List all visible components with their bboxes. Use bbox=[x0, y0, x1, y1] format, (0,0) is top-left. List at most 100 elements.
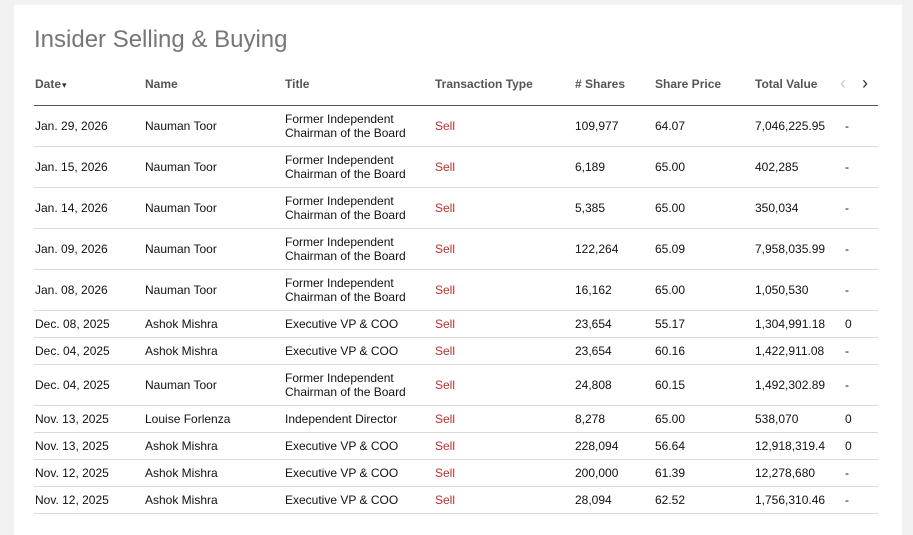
cell-total-value: 12,918,319.4 bbox=[755, 439, 826, 453]
cell-date: Jan. 14, 2026 bbox=[35, 201, 108, 215]
table-row: Jan. 09, 2026 Nauman Toor Former Independe… bbox=[34, 229, 878, 270]
cell-name: Ashok Mishra bbox=[145, 317, 218, 331]
cell-shares: 24,808 bbox=[575, 378, 612, 392]
cell-total-value: 7,958,035.99 bbox=[755, 242, 826, 256]
column-header-date[interactable]: Date▾ bbox=[35, 77, 67, 91]
cell-title: Executive VP & COO bbox=[285, 344, 399, 358]
cell-extra: 0 bbox=[845, 439, 852, 453]
cell-transaction-type: Sell bbox=[435, 439, 456, 453]
cell-date: Jan. 29, 2026 bbox=[35, 119, 108, 133]
cell-shares: 8,278 bbox=[575, 412, 606, 426]
cell-shares: 23,654 bbox=[575, 317, 612, 331]
cell-total-value: 402,285 bbox=[755, 160, 799, 174]
cell-title: Former Independent Chairman of the Board bbox=[285, 371, 406, 399]
cell-name: Nauman Toor bbox=[145, 378, 217, 392]
cell-title: Executive VP & COO bbox=[285, 493, 399, 507]
cell-extra: 0 bbox=[845, 412, 852, 426]
sort-down-icon: ▾ bbox=[62, 80, 67, 90]
column-header-shares[interactable]: # Shares bbox=[575, 77, 626, 91]
cell-extra: - bbox=[845, 344, 849, 358]
cell-shares: 228,094 bbox=[575, 439, 619, 453]
cell-shares: 16,162 bbox=[575, 283, 612, 297]
chevron-left-icon[interactable]: ‹ bbox=[840, 73, 846, 93]
cell-name: Louise Forlenza bbox=[145, 412, 231, 426]
cell-date: Dec. 04, 2025 bbox=[35, 378, 110, 392]
cell-title: Executive VP & COO bbox=[285, 317, 399, 331]
table-row: Jan. 15, 2026 Nauman Toor Former Independe… bbox=[34, 147, 878, 188]
cell-date: Jan. 09, 2026 bbox=[35, 242, 108, 256]
cell-shares: 28,094 bbox=[575, 493, 612, 507]
column-header-share-price[interactable]: Share Price bbox=[655, 77, 722, 91]
table-row: Nov. 13, 2025 Ashok Mishra Executive VP & … bbox=[34, 433, 878, 460]
cell-total-value: 12,278,680 bbox=[755, 466, 816, 480]
cell-date: Dec. 04, 2025 bbox=[35, 344, 110, 358]
cell-share-price: 61.39 bbox=[655, 466, 686, 480]
cell-total-value: 350,034 bbox=[755, 201, 799, 215]
cell-title: Former Independent Chairman of the Board bbox=[285, 153, 406, 181]
table-row: Dec. 04, 2025 Ashok Mishra Executive VP & … bbox=[34, 338, 878, 365]
cell-share-price: 65.00 bbox=[655, 201, 686, 215]
cell-extra: - bbox=[845, 242, 849, 256]
cell-date: Dec. 08, 2025 bbox=[35, 317, 110, 331]
table-row: Jan. 29, 2026 Nauman Toor Former Independe… bbox=[34, 106, 878, 147]
cell-shares: 5,385 bbox=[575, 201, 606, 215]
cell-extra: - bbox=[845, 378, 849, 392]
cell-date: Nov. 13, 2025 bbox=[35, 412, 109, 426]
cell-title: Former Independent Chairman of the Board bbox=[285, 194, 406, 222]
cell-transaction-type: Sell bbox=[435, 119, 456, 133]
cell-shares: 200,000 bbox=[575, 466, 619, 480]
cell-shares: 122,264 bbox=[575, 242, 619, 256]
cell-total-value: 1,304,991.18 bbox=[755, 317, 826, 331]
cell-date: Jan. 15, 2026 bbox=[35, 160, 108, 174]
cell-extra: - bbox=[845, 283, 849, 297]
cell-transaction-type: Sell bbox=[435, 378, 456, 392]
cell-total-value: 1,050,530 bbox=[755, 283, 809, 297]
table-row: Dec. 04, 2025 Nauman Toor Former Independe… bbox=[34, 365, 878, 406]
table-body: Jan. 29, 2026 Nauman Toor Former Independe… bbox=[34, 106, 878, 514]
cell-share-price: 65.09 bbox=[655, 242, 686, 256]
cell-name: Ashok Mishra bbox=[145, 466, 218, 480]
page-title: Insider Selling & Buying bbox=[34, 26, 288, 53]
cell-transaction-type: Sell bbox=[435, 493, 456, 507]
cell-name: Nauman Toor bbox=[145, 283, 217, 297]
cell-name: Nauman Toor bbox=[145, 119, 217, 133]
insider-card: Insider Selling & Buying Date▾ Name Titl… bbox=[14, 5, 902, 535]
cell-extra: - bbox=[845, 160, 849, 174]
table-header: Date▾ Name Title Transaction Type # Shar… bbox=[34, 71, 878, 106]
table-row: Nov. 12, 2025 Ashok Mishra Executive VP & … bbox=[34, 460, 878, 487]
column-header-title[interactable]: Title bbox=[285, 77, 310, 91]
cell-date: Nov. 13, 2025 bbox=[35, 439, 109, 453]
cell-share-price: 60.16 bbox=[655, 344, 686, 358]
cell-name: Nauman Toor bbox=[145, 201, 217, 215]
cell-share-price: 65.00 bbox=[655, 160, 686, 174]
cell-share-price: 62.52 bbox=[655, 493, 686, 507]
cell-share-price: 56.64 bbox=[655, 439, 686, 453]
column-header-name[interactable]: Name bbox=[145, 77, 178, 91]
cell-title: Former Independent Chairman of the Board bbox=[285, 112, 406, 140]
cell-title: Former Independent Chairman of the Board bbox=[285, 276, 406, 304]
table-row: Jan. 08, 2026 Nauman Toor Former Independe… bbox=[34, 270, 878, 311]
cell-extra: - bbox=[845, 493, 849, 507]
cell-name: Ashok Mishra bbox=[145, 344, 218, 358]
cell-date: Jan. 08, 2026 bbox=[35, 283, 108, 297]
cell-date: Nov. 12, 2025 bbox=[35, 466, 109, 480]
cell-date: Nov. 12, 2025 bbox=[35, 493, 109, 507]
chevron-right-icon[interactable]: › bbox=[862, 73, 868, 93]
cell-total-value: 1,492,302.89 bbox=[755, 378, 826, 392]
cell-shares: 23,654 bbox=[575, 344, 612, 358]
cell-share-price: 65.00 bbox=[655, 283, 686, 297]
cell-transaction-type: Sell bbox=[435, 317, 456, 331]
table-row: Dec. 08, 2025 Ashok Mishra Executive VP & … bbox=[34, 311, 878, 338]
cell-extra: 0 bbox=[845, 317, 852, 331]
table-row: Nov. 12, 2025 Ashok Mishra Executive VP & … bbox=[34, 487, 878, 514]
cell-extra: - bbox=[845, 466, 849, 480]
cell-transaction-type: Sell bbox=[435, 201, 456, 215]
cell-name: Ashok Mishra bbox=[145, 493, 218, 507]
column-header-transaction-type[interactable]: Transaction Type bbox=[435, 77, 533, 91]
cell-title: Executive VP & COO bbox=[285, 466, 399, 480]
cell-share-price: 60.15 bbox=[655, 378, 686, 392]
column-header-total-value[interactable]: Total Value bbox=[755, 77, 818, 91]
cell-title: Former Independent Chairman of the Board bbox=[285, 235, 406, 263]
cell-extra: - bbox=[845, 201, 849, 215]
table-row: Jan. 14, 2026 Nauman Toor Former Independe… bbox=[34, 188, 878, 229]
